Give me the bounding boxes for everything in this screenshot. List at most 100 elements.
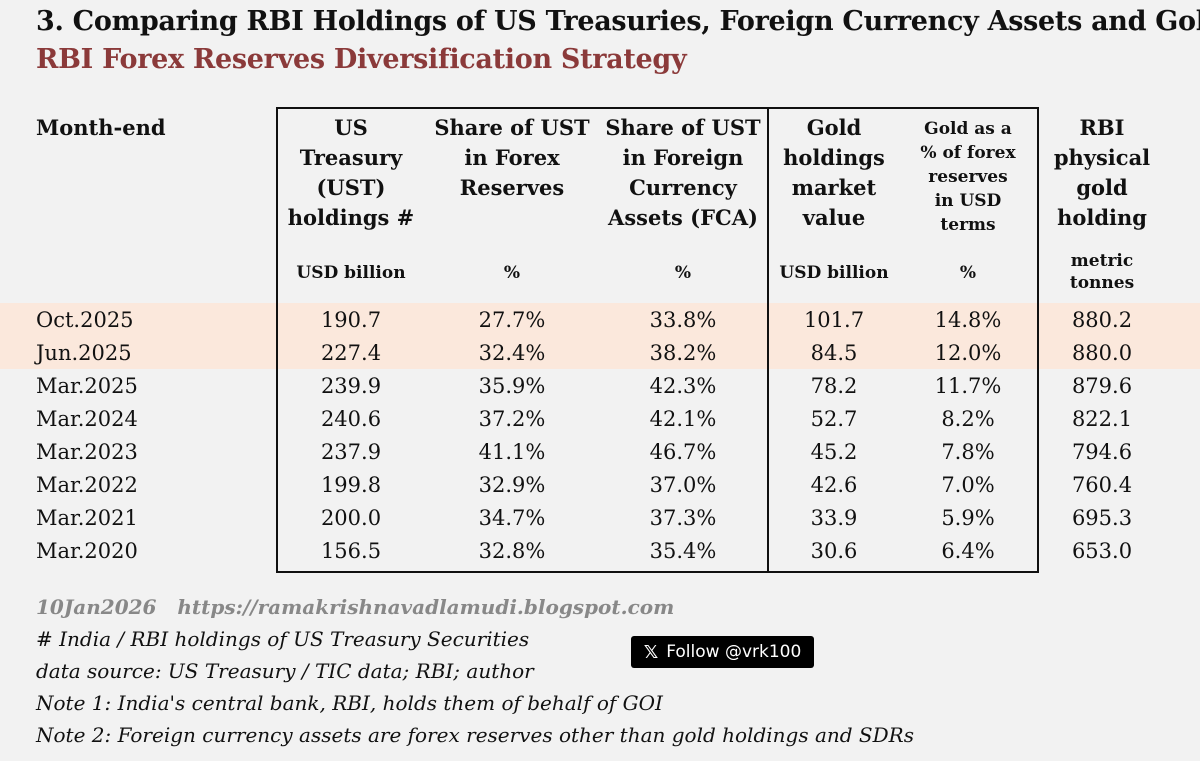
column-unit-line: metric	[1070, 251, 1134, 271]
row-month: Mar.2021	[36, 506, 138, 530]
follow-button-label: Follow @vrk100	[666, 642, 802, 662]
column-header-line: Reserves	[459, 175, 565, 200]
table-cell: 880.2	[1071, 308, 1133, 332]
column-unit-5: %	[898, 262, 1038, 284]
table-cell: 8.2%	[941, 407, 995, 431]
table-cell: 200.0	[320, 506, 382, 530]
table-cell: 42.6	[810, 473, 858, 497]
column-unit-6: metric tonnes	[1038, 250, 1166, 294]
footer-note2: Note 2: Foreign currency assets are fore…	[36, 723, 914, 747]
column-unit-line: %	[503, 263, 521, 283]
table-cell: 38.2%	[649, 341, 717, 365]
column-header-5: Gold as a % of forex reserves in USD terms	[898, 117, 1038, 237]
column-header-6: RBI physical gold holding	[1038, 113, 1166, 233]
column-unit-4: USD billion	[770, 262, 898, 284]
table-cell: 101.7	[803, 308, 865, 332]
table-cell: 7.8%	[941, 440, 995, 464]
footer-meta: 10Jan2026 https://ramakrishnavadlamudi.b…	[36, 592, 674, 622]
footer-note-hash: # India / RBI holdings of US Treasury Se…	[36, 627, 530, 651]
table-cell: 42.1%	[649, 407, 717, 431]
column-unit-3: %	[596, 262, 770, 284]
column-header-1: US Treasury (UST) holdings #	[278, 113, 424, 233]
table-cell: 237.9	[320, 440, 382, 464]
x-logo-icon: 𝕏	[643, 641, 659, 663]
column-unit-line: tonnes	[1069, 273, 1135, 293]
table-cell: 7.0%	[941, 473, 995, 497]
table-cell: 879.6	[1071, 374, 1133, 398]
column-header-line: in USD	[934, 191, 1002, 211]
gold-column-box	[767, 107, 1039, 573]
column-header-line: Month-end	[36, 115, 166, 140]
table-cell: 37.0%	[649, 473, 717, 497]
column-header-line: physical	[1053, 145, 1151, 170]
row-month: Mar.2024	[36, 407, 138, 431]
table-cell: 37.3%	[649, 506, 717, 530]
column-unit-line: USD billion	[296, 263, 406, 283]
table-cell: 32.8%	[478, 539, 546, 563]
column-header-3: Share of UST in Foreign Currency Assets (FC…	[596, 113, 770, 233]
column-header-line: Gold as a	[924, 119, 1012, 139]
table-cell: 822.1	[1071, 407, 1133, 431]
table-cell: 32.4%	[478, 341, 546, 365]
column-header-line: gold	[1076, 175, 1128, 200]
row-month: Mar.2023	[36, 440, 138, 464]
footer-note1: Note 1: India's central bank, RBI, holds…	[36, 691, 663, 715]
column-header-line: (UST)	[316, 175, 386, 200]
column-header-line: in Foreign	[622, 145, 744, 170]
table-cell: 33.9	[810, 506, 858, 530]
column-header-line: terms	[940, 215, 996, 235]
table-cell: 35.9%	[478, 374, 546, 398]
column-unit-line: %	[959, 263, 977, 283]
column-header-line: Share of UST	[434, 115, 590, 140]
row-month: Oct.2025	[36, 308, 134, 332]
row-month: Mar.2022	[36, 473, 138, 497]
table-cell: 653.0	[1071, 539, 1133, 563]
highlight-band	[0, 303, 1200, 369]
column-header-line: value	[802, 205, 866, 230]
table-cell: 78.2	[810, 374, 858, 398]
table-cell: 6.4%	[941, 539, 995, 563]
column-header-2: Share of UST in Forex Reserves	[428, 113, 596, 203]
table-cell: 42.3%	[649, 374, 717, 398]
table-cell: 240.6	[320, 407, 382, 431]
table-cell: 12.0%	[934, 341, 1002, 365]
table-cell: 880.0	[1071, 341, 1133, 365]
row-month: Mar.2020	[36, 539, 138, 563]
row-month: Mar.2025	[36, 374, 138, 398]
column-header-line: holding	[1057, 205, 1147, 230]
column-header-line: Gold	[806, 115, 862, 140]
column-header-line: reserves	[928, 167, 1008, 187]
follow-button[interactable]: 𝕏 Follow @vrk100	[631, 636, 814, 668]
table-cell: 30.6	[810, 539, 858, 563]
table-cell: 190.7	[320, 308, 382, 332]
row-month: Jun.2025	[36, 341, 132, 365]
table-cell: 760.4	[1071, 473, 1133, 497]
column-header-line: in Forex	[464, 145, 560, 170]
table-cell: 199.8	[320, 473, 382, 497]
table-cell: 27.7%	[478, 308, 546, 332]
column-header-line: RBI	[1079, 115, 1125, 140]
footer-url[interactable]: https://ramakrishnavadlamudi.blogspot.co…	[177, 595, 675, 619]
table-cell: 52.7	[810, 407, 858, 431]
column-header-line: market	[791, 175, 877, 200]
column-header-line: Assets (FCA)	[608, 205, 758, 230]
column-unit-line: USD billion	[779, 263, 889, 283]
table-cell: 33.8%	[649, 308, 717, 332]
table-cell: 227.4	[320, 341, 382, 365]
column-header-line: holdings #	[287, 205, 415, 230]
column-header-line: Treasury	[299, 145, 403, 170]
table-cell: 41.1%	[478, 440, 546, 464]
table-cell: 695.3	[1071, 506, 1133, 530]
page-subtitle: RBI Forex Reserves Diversification Strat…	[36, 44, 687, 75]
column-header-0: Month-end	[36, 113, 256, 143]
column-header-line: US	[334, 115, 368, 140]
table-cell: 34.7%	[478, 506, 546, 530]
table-cell: 239.9	[320, 374, 382, 398]
column-header-4: Gold holdings market value	[770, 113, 898, 233]
table-cell: 5.9%	[941, 506, 995, 530]
table-cell: 11.7%	[934, 374, 1002, 398]
column-unit-line: %	[674, 263, 692, 283]
column-header-line: holdings	[783, 145, 885, 170]
table-cell: 45.2	[810, 440, 858, 464]
table-cell: 32.9%	[478, 473, 546, 497]
